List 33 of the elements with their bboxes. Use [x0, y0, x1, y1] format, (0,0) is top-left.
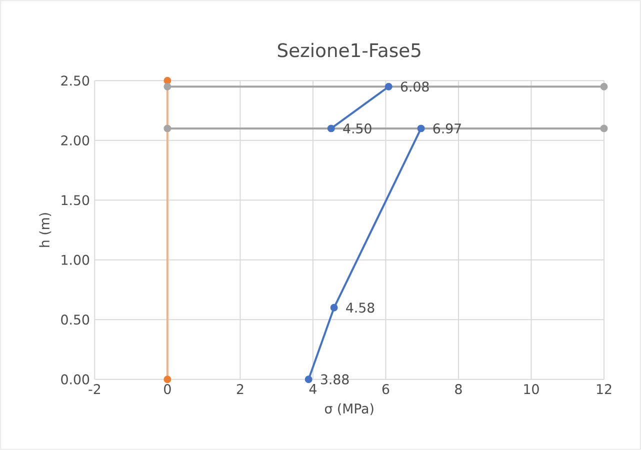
x-tick-label: 0: [164, 384, 171, 394]
y-axis-title: h (m): [39, 213, 52, 247]
y-tick-label: 2.00: [61, 135, 90, 146]
point: [417, 124, 425, 132]
x-tick-label: -2: [88, 384, 100, 394]
annotation: 6.08: [400, 82, 429, 92]
x-axis-title: σ (MPa): [324, 403, 374, 416]
chart-title: Sezione1-Fase5: [278, 42, 420, 58]
y-tick-label: 0.50: [61, 314, 90, 325]
point: [384, 82, 392, 90]
y-tick-label: 1.00: [62, 254, 90, 265]
x-tick-label: 12: [596, 384, 612, 394]
x-tick-label: 2: [236, 384, 244, 394]
y-tick-label: 2.50: [61, 76, 90, 86]
y-tick-label: 0.00: [61, 374, 90, 384]
point: [164, 76, 172, 84]
x-tick-label: 10: [524, 384, 539, 394]
point: [164, 124, 172, 132]
point: [304, 376, 312, 384]
point: [327, 124, 335, 132]
x-tick-label: 4: [309, 384, 316, 394]
annotation: 6.97: [433, 123, 461, 134]
point: [164, 376, 172, 384]
x-tick-label: 8: [455, 384, 462, 394]
point: [164, 82, 172, 90]
point: [600, 124, 608, 132]
annotation: 3.88: [320, 374, 349, 384]
annotation: 4.58: [346, 302, 374, 313]
y-tick-label: 1.50: [62, 195, 90, 206]
point: [600, 82, 608, 90]
annotation: 4.50: [343, 123, 372, 134]
x-tick-label: 6: [382, 384, 390, 394]
point: [330, 304, 338, 312]
